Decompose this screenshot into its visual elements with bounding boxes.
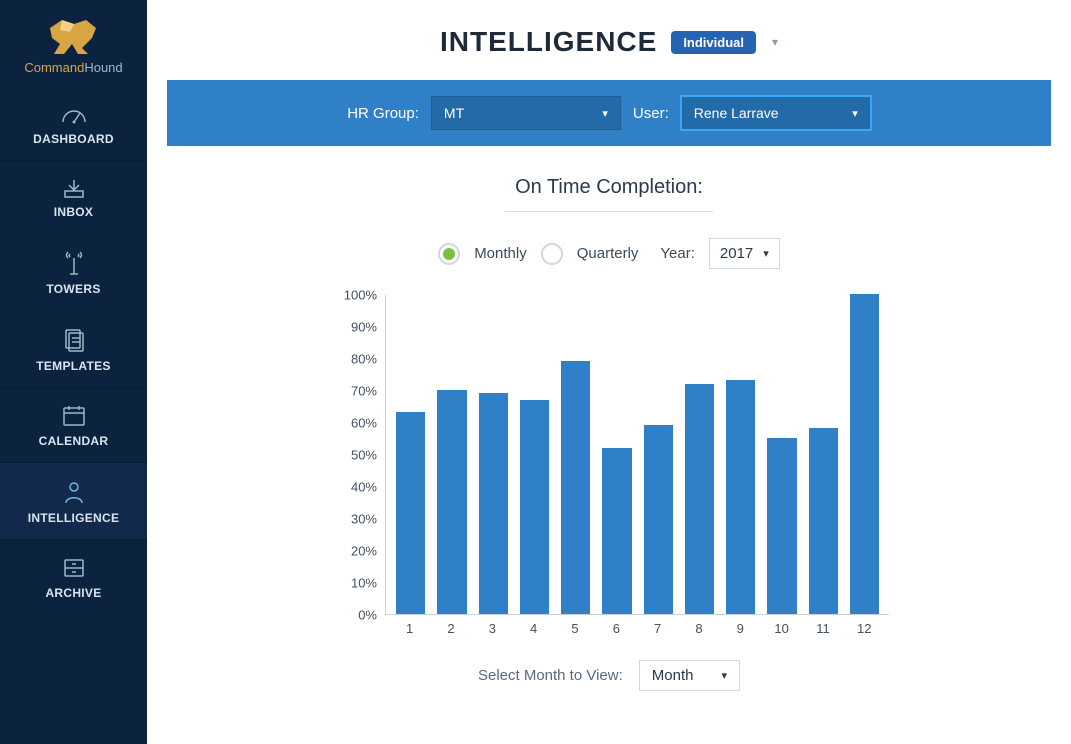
sidebar-item-templates[interactable]: TEMPLATES xyxy=(0,311,147,388)
page-header: INTELLIGENCE Individual ▾ xyxy=(167,0,1051,80)
bar[interactable] xyxy=(809,428,838,614)
calendar-icon xyxy=(61,404,87,428)
sidebar: CommandHound DASHBOARD INBOX TOWERS xyxy=(0,0,147,744)
inbox-icon xyxy=(61,177,87,199)
chevron-down-icon[interactable]: ▾ xyxy=(772,35,778,49)
sidebar-item-towers[interactable]: TOWERS xyxy=(0,234,147,311)
x-tick: 3 xyxy=(478,621,507,636)
bar[interactable] xyxy=(644,425,673,614)
hr-group-value: MT xyxy=(444,105,464,121)
sidebar-item-label: TOWERS xyxy=(0,282,147,296)
chevron-down-icon: ▾ xyxy=(721,669,727,682)
page-title: INTELLIGENCE xyxy=(440,26,657,58)
chevron-down-icon: ▾ xyxy=(763,247,769,260)
hr-group-label: HR Group: xyxy=(347,105,419,122)
person-icon xyxy=(62,479,86,505)
sidebar-item-intelligence[interactable]: INTELLIGENCE xyxy=(0,463,147,540)
bar[interactable] xyxy=(437,390,466,614)
chart-title: On Time Completion: xyxy=(515,176,703,205)
sidebar-item-label: INBOX xyxy=(0,205,147,219)
y-tick: 20% xyxy=(351,544,377,559)
sidebar-item-label: TEMPLATES xyxy=(0,359,147,373)
chart-section: On Time Completion: Monthly Quarterly Ye… xyxy=(167,146,1051,691)
main-content: INTELLIGENCE Individual ▾ HR Group: MT ▾… xyxy=(147,0,1071,744)
x-tick: 11 xyxy=(808,621,837,636)
logo-text-2: Hound xyxy=(84,60,122,75)
gauge-icon xyxy=(60,104,88,126)
monthly-label: Monthly xyxy=(474,245,527,262)
archive-icon xyxy=(61,556,87,580)
sidebar-item-dashboard[interactable]: DASHBOARD xyxy=(0,88,147,161)
sidebar-item-label: INTELLIGENCE xyxy=(0,511,147,525)
sidebar-item-archive[interactable]: ARCHIVE xyxy=(0,540,147,615)
mode-badge[interactable]: Individual xyxy=(671,31,756,54)
chevron-down-icon: ▾ xyxy=(602,107,608,120)
bar[interactable] xyxy=(561,361,590,614)
year-select[interactable]: 2017 ▾ xyxy=(709,238,780,269)
y-tick: 80% xyxy=(351,352,377,367)
bar[interactable] xyxy=(726,380,755,614)
templates-icon xyxy=(62,327,86,353)
x-tick: 10 xyxy=(767,621,796,636)
y-tick: 70% xyxy=(351,384,377,399)
sidebar-item-calendar[interactable]: CALENDAR xyxy=(0,388,147,463)
sidebar-item-label: CALENDAR xyxy=(0,434,147,448)
filter-bar: HR Group: MT ▾ User: Rene Larrave ▾ xyxy=(167,80,1051,146)
hr-group-select[interactable]: MT ▾ xyxy=(431,96,621,130)
y-tick: 60% xyxy=(351,416,377,431)
month-select[interactable]: Month ▾ xyxy=(639,660,740,691)
month-selector-row: Select Month to View: Month ▾ xyxy=(167,660,1051,691)
x-tick: 1 xyxy=(395,621,424,636)
quarterly-label: Quarterly xyxy=(577,245,639,262)
bar[interactable] xyxy=(520,400,549,614)
hound-icon xyxy=(42,14,106,56)
y-axis: 100%90%80%70%60%50%40%30%20%10%0% xyxy=(329,295,385,615)
tower-icon xyxy=(61,250,87,276)
bar[interactable] xyxy=(396,412,425,614)
y-tick: 10% xyxy=(351,576,377,591)
y-tick: 30% xyxy=(351,512,377,527)
bar[interactable] xyxy=(685,384,714,614)
completion-chart: 100%90%80%70%60%50%40%30%20%10%0% 123456… xyxy=(329,295,889,636)
select-month-label: Select Month to View: xyxy=(478,667,623,684)
plot-area xyxy=(385,295,889,615)
y-tick: 40% xyxy=(351,480,377,495)
x-tick: 9 xyxy=(726,621,755,636)
y-tick: 100% xyxy=(344,288,377,303)
x-tick: 5 xyxy=(560,621,589,636)
bar[interactable] xyxy=(850,294,879,614)
y-tick: 50% xyxy=(351,448,377,463)
logo[interactable]: CommandHound xyxy=(0,0,147,88)
x-tick: 4 xyxy=(519,621,548,636)
chevron-down-icon: ▾ xyxy=(852,107,858,120)
x-axis: 123456789101112 xyxy=(385,615,889,636)
x-tick: 2 xyxy=(436,621,465,636)
sidebar-item-label: DASHBOARD xyxy=(0,132,147,146)
sidebar-item-label: ARCHIVE xyxy=(0,586,147,600)
year-value: 2017 xyxy=(720,245,753,262)
user-select[interactable]: Rene Larrave ▾ xyxy=(681,96,871,130)
user-value: Rene Larrave xyxy=(694,105,779,121)
x-tick: 6 xyxy=(602,621,631,636)
user-label: User: xyxy=(633,105,669,122)
year-label: Year: xyxy=(660,245,694,262)
sidebar-item-inbox[interactable]: INBOX xyxy=(0,161,147,234)
y-tick: 90% xyxy=(351,320,377,335)
monthly-radio[interactable] xyxy=(438,243,460,265)
x-tick: 8 xyxy=(684,621,713,636)
y-tick: 0% xyxy=(358,608,377,623)
x-tick: 12 xyxy=(850,621,879,636)
month-select-value: Month xyxy=(652,667,694,684)
bar[interactable] xyxy=(602,448,631,614)
period-selector: Monthly Quarterly Year: 2017 ▾ xyxy=(167,238,1051,269)
x-tick: 7 xyxy=(643,621,672,636)
logo-text-1: Command xyxy=(24,60,84,75)
bar[interactable] xyxy=(479,393,508,614)
quarterly-radio[interactable] xyxy=(541,243,563,265)
bar[interactable] xyxy=(767,438,796,614)
